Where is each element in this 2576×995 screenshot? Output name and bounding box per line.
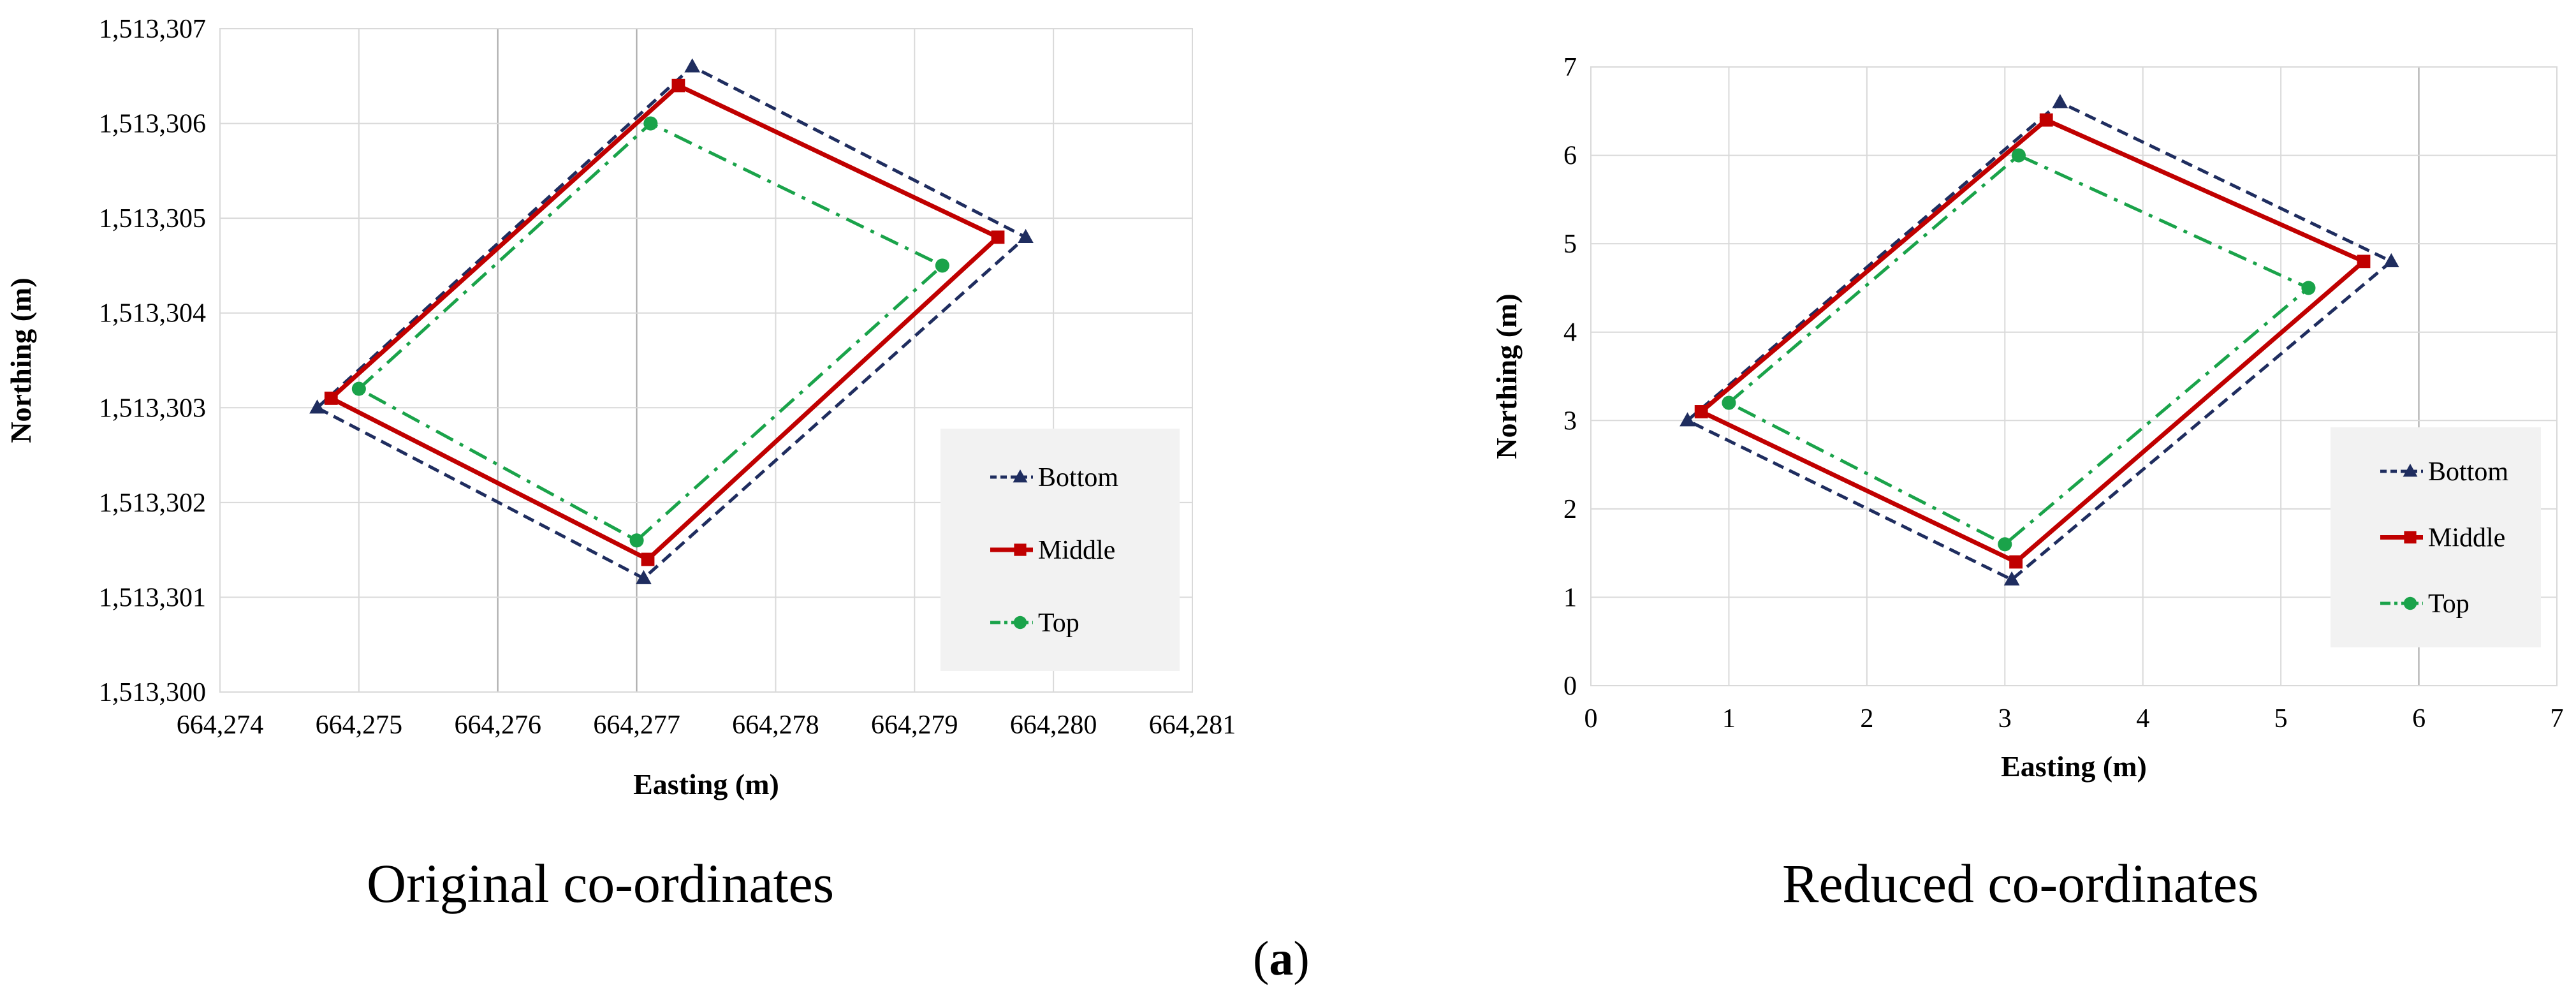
y-tick-label: 1 xyxy=(1563,583,1577,612)
series-bottom xyxy=(309,58,1034,584)
y-tick-label: 1,513,300 xyxy=(99,678,206,707)
legend-item-top: Top xyxy=(2380,589,2470,619)
figure-label-open: ( xyxy=(1253,932,1270,985)
legend-box xyxy=(940,429,1180,671)
series-bottom xyxy=(1680,94,2399,586)
x-tick-label: 664,280 xyxy=(1010,711,1097,740)
data-point-top xyxy=(1998,537,2012,552)
data-point-top xyxy=(629,533,644,548)
caption-original: Original co-ordinates xyxy=(367,853,835,914)
x-tick-label: 5 xyxy=(2274,704,2288,733)
y-tick-label: 7 xyxy=(1563,53,1577,82)
data-point-top xyxy=(2011,148,2026,163)
data-point-middle xyxy=(641,552,655,566)
legend-marker xyxy=(1013,615,1027,630)
x-tick-label: 3 xyxy=(1998,704,2012,733)
series-top xyxy=(1722,148,2316,552)
legend-marker xyxy=(2403,596,2417,610)
legend-marker xyxy=(1013,469,1028,483)
data-point-middle xyxy=(671,78,685,92)
x-tick-label: 664,275 xyxy=(316,711,403,740)
y-tick-label: 1,513,307 xyxy=(99,15,206,44)
caption-reduced: Reduced co-ordinates xyxy=(1782,853,2259,914)
legend-label: Middle xyxy=(2428,524,2505,553)
legend-item-top: Top xyxy=(990,608,1079,638)
legend-marker xyxy=(2404,531,2417,544)
y-tick-label: 3 xyxy=(1563,406,1577,436)
legend-item-bottom: Bottom xyxy=(990,463,1118,492)
y-tick-label: 0 xyxy=(1563,672,1577,701)
x-tick-label: 664,274 xyxy=(177,711,264,740)
y-tick-label: 4 xyxy=(1563,318,1577,348)
figure-label: (a) xyxy=(1253,931,1310,987)
y-tick-label: 1,513,303 xyxy=(99,394,206,423)
data-point-bottom xyxy=(1680,412,1695,427)
figure-label-close: ) xyxy=(1293,932,1310,985)
x-tick-label: 7 xyxy=(2550,704,2564,733)
legend-label: Top xyxy=(2428,589,2470,619)
x-axis-label: Easting (m) xyxy=(633,768,779,800)
data-point-top xyxy=(1722,395,1736,410)
x-tick-label: 664,279 xyxy=(871,711,958,740)
x-tick-label: 664,278 xyxy=(732,711,819,740)
figure-label-letter: a xyxy=(1269,932,1294,985)
y-tick-label: 1,513,305 xyxy=(99,204,206,233)
x-tick-label: 2 xyxy=(1860,704,1873,733)
data-point-bottom xyxy=(684,58,701,73)
y-tick-label: 6 xyxy=(1563,142,1577,171)
data-point-bottom xyxy=(2052,94,2068,108)
y-tick-label: 2 xyxy=(1563,495,1577,524)
x-tick-label: 1 xyxy=(1722,704,1736,733)
data-point-middle xyxy=(1694,405,1708,418)
x-axis-label: Easting (m) xyxy=(2001,750,2147,783)
data-point-middle xyxy=(991,230,1005,244)
x-tick-label: 6 xyxy=(2412,704,2426,733)
data-point-top xyxy=(935,258,949,273)
data-point-bottom xyxy=(2003,571,2020,586)
chart-reduced-coordinates: 0 1 2 3 4 5 6 7 0 1 2 3 4 5 6 7 Easting (m) Northing (m) B… xyxy=(1490,53,2564,783)
x-tick-label: 0 xyxy=(1584,704,1598,733)
legend-marker xyxy=(1014,543,1027,556)
data-point-top xyxy=(2301,281,2316,295)
legend-item-bottom: Bottom xyxy=(2380,457,2508,487)
y-axis-label: Northing (m) xyxy=(4,277,37,443)
legend-item-middle: Middle xyxy=(990,536,1115,565)
legend-box xyxy=(2331,427,2541,647)
legend-label: Middle xyxy=(1038,536,1115,565)
series-top xyxy=(351,116,949,548)
data-point-bottom xyxy=(309,399,325,414)
legend-item-middle: Middle xyxy=(2380,524,2505,553)
y-axis-label: Northing (m) xyxy=(1490,293,1523,459)
y-tick-label: 1,513,304 xyxy=(99,299,206,328)
y-tick-label: 1,513,301 xyxy=(99,583,206,612)
y-tick-label: 1,513,306 xyxy=(99,110,206,139)
series-middle xyxy=(324,78,1005,566)
data-point-top xyxy=(643,116,658,131)
x-tick-label: 4 xyxy=(2136,704,2149,733)
series-middle xyxy=(1694,113,2371,569)
data-point-middle xyxy=(2009,555,2023,569)
legend-label: Bottom xyxy=(1038,463,1118,492)
legend: Bottom Middle Top xyxy=(940,429,1180,671)
data-point-middle xyxy=(324,392,338,405)
legend-label: Top xyxy=(1038,608,1079,638)
data-point-bottom xyxy=(1018,228,1034,243)
data-point-bottom xyxy=(2383,253,2399,267)
legend-marker xyxy=(2403,464,2418,477)
y-tick-label: 1,513,302 xyxy=(99,489,206,518)
x-tick-label: 664,277 xyxy=(593,711,680,740)
legend-label: Bottom xyxy=(2428,457,2508,487)
data-point-middle xyxy=(2357,254,2371,269)
x-tick-label: 664,281 xyxy=(1149,711,1236,740)
y-tick-label: 5 xyxy=(1563,230,1577,259)
chart-original-coordinates: 664,274 664,275 664,276 664,277 664,278 664,2… xyxy=(4,15,1236,800)
data-point-top xyxy=(351,381,366,396)
data-point-bottom xyxy=(636,570,652,584)
x-tick-label: 664,276 xyxy=(454,711,541,740)
legend: Bottom Middle Top xyxy=(2331,427,2541,647)
data-point-middle xyxy=(2039,113,2053,127)
